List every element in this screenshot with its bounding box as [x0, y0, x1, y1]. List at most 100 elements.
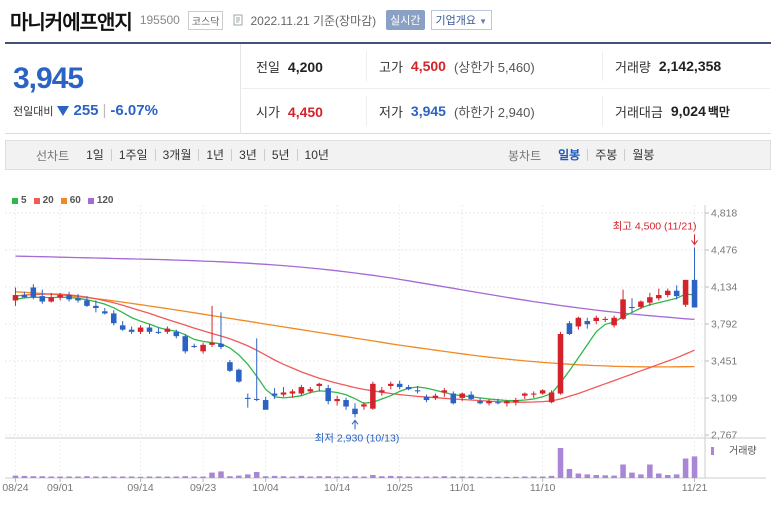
volume-bar	[370, 475, 376, 478]
amount-unit: 백만	[707, 104, 730, 119]
candle-body	[691, 279, 698, 308]
ma20-line	[15, 293, 695, 403]
candle-body	[504, 401, 510, 404]
prev-close-label: 전일	[256, 60, 280, 75]
chart-tabbar: 선차트 1일 1주일 3개월 1년 3년 5년 10년 봉차트 일봉 주봉 월봉	[5, 140, 771, 170]
volume-bar	[253, 472, 260, 478]
volume-bar	[280, 476, 287, 478]
volume-bar	[620, 464, 626, 478]
tab-weekly[interactable]: 주봉	[587, 149, 624, 161]
x-tick-label: 08/24	[2, 482, 28, 494]
tab-1w[interactable]: 1주일	[110, 149, 155, 161]
tab-1d[interactable]: 1일	[86, 148, 104, 162]
volume-label: 거래량	[615, 59, 651, 75]
candle-body	[155, 331, 162, 333]
x-tick-label: 11/21	[682, 482, 708, 494]
candle-body	[66, 295, 72, 300]
volume-bar	[119, 476, 126, 478]
lower-limit: (하한가 2,940)	[453, 104, 535, 120]
y-tick-label: 4,134	[711, 282, 737, 294]
volume-bar	[602, 475, 608, 478]
prev-close-cell: 전일 4,200	[256, 44, 323, 89]
y-tick-label: 3,792	[711, 319, 737, 331]
candle-body	[307, 389, 314, 392]
high-cell: 고가 4,500 (상한가 5,460)	[366, 51, 535, 81]
candle-body	[495, 402, 501, 404]
volume-bar	[539, 476, 546, 478]
candle-body	[39, 296, 46, 302]
volume-bar	[21, 475, 28, 478]
volume-bar	[102, 476, 108, 478]
volume-bar	[459, 476, 465, 478]
tab-monthly[interactable]: 월봉	[624, 149, 661, 161]
candle-chart-title: 봉차트	[508, 148, 542, 163]
tab-10y[interactable]: 10년	[296, 149, 336, 161]
tab-3m[interactable]: 3개월	[154, 149, 199, 161]
low-cell: 저가 3,945 (하한가 2,940)	[366, 96, 535, 126]
candle-body	[173, 331, 180, 337]
x-tick-label: 09/23	[190, 482, 216, 494]
volume-bar	[128, 476, 135, 478]
tab-daily[interactable]: 일봉	[558, 148, 581, 162]
price-chart[interactable]: 4,818 4,476 4,134 3,792 3,451 3,109 2,767 08/24…	[0, 185, 771, 514]
candle-body	[361, 404, 367, 407]
tab-5y[interactable]: 5년	[263, 149, 297, 161]
candle-body	[12, 295, 19, 301]
volume-bar	[209, 472, 215, 478]
company-overview-button[interactable]: 기업개요 ▼	[430, 10, 493, 30]
candle-body	[209, 342, 215, 345]
candle-body	[253, 398, 260, 401]
stock-header: 마니커에프앤지 195500 코스닥 2022.11.21 기준(장마감) 실시…	[10, 6, 493, 34]
tab-3y[interactable]: 3년	[231, 149, 264, 161]
candle-body	[521, 393, 528, 396]
candle-body	[387, 383, 394, 386]
candle-body	[557, 334, 564, 394]
plot-area	[5, 205, 763, 435]
volume-bar	[39, 476, 46, 478]
volume-bar	[57, 476, 63, 478]
open-label: 시가	[256, 105, 280, 120]
candle-body	[325, 388, 331, 402]
volume-bar	[450, 476, 457, 478]
volume-bar	[191, 476, 197, 478]
volume-bar	[227, 476, 233, 478]
candle-body	[164, 328, 171, 332]
candle-body	[602, 318, 608, 320]
volume-bar	[325, 476, 331, 478]
volume-bar	[414, 476, 421, 478]
change-label: 전일대비	[13, 105, 54, 118]
candle-body	[57, 295, 63, 298]
candle-body	[647, 297, 653, 303]
candle-body	[128, 329, 135, 332]
volume-bar	[343, 476, 349, 478]
volume-bar	[361, 476, 367, 478]
legend-ma120-label: 120	[96, 195, 114, 206]
stats-row: 시가 4,450 저가 3,945 (하한가 2,940) 거래대금 9,024…	[242, 89, 770, 134]
stats-row: 전일 4,200 고가 4,500 (상한가 5,460) 거래량 2,142,…	[242, 44, 770, 89]
change-amount: 255	[73, 102, 99, 119]
candle-body	[486, 401, 492, 404]
line-chart-tabs: 선차트 1일 1주일 3개월 1년 3년 5년 10년	[36, 141, 336, 169]
volume-bar	[298, 475, 305, 478]
price-summary: 3,945 전일대비 255 | -6.07% 전일 4,200 고가 4,50…	[5, 42, 771, 134]
candle-body	[405, 387, 412, 390]
prev-close-value: 4,200	[287, 58, 323, 75]
company-overview-label: 기업개요	[435, 15, 477, 27]
volume-bar	[656, 473, 662, 478]
volume-cell: 거래량 2,142,358	[602, 51, 721, 81]
legend-ma60: 60	[60, 195, 81, 206]
volume-bar	[307, 476, 314, 478]
candle-body	[182, 336, 189, 352]
base-date: 2022.11.21 기준(장마감)	[250, 13, 377, 28]
volume-bar	[495, 476, 501, 478]
candle-body	[584, 321, 591, 325]
realtime-button[interactable]: 실시간	[386, 10, 425, 30]
market-badge: 코스닥	[187, 10, 224, 30]
candle-body	[593, 317, 600, 322]
volume-bar	[137, 476, 144, 478]
tab-1y[interactable]: 1년	[198, 149, 231, 161]
volume-bar	[75, 476, 81, 478]
open-cell: 시가 4,450	[256, 89, 323, 134]
candle-body	[21, 295, 28, 298]
change-row: 전일대비 255 | -6.07%	[13, 102, 158, 119]
